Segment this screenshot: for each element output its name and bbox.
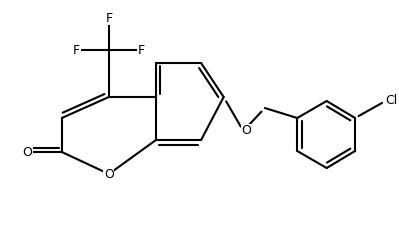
Text: F: F: [73, 43, 80, 57]
Text: O: O: [241, 125, 251, 137]
Text: O: O: [104, 167, 114, 180]
Text: F: F: [138, 43, 145, 57]
Text: F: F: [105, 12, 113, 24]
Text: O: O: [22, 146, 32, 158]
Text: Cl: Cl: [385, 94, 398, 107]
